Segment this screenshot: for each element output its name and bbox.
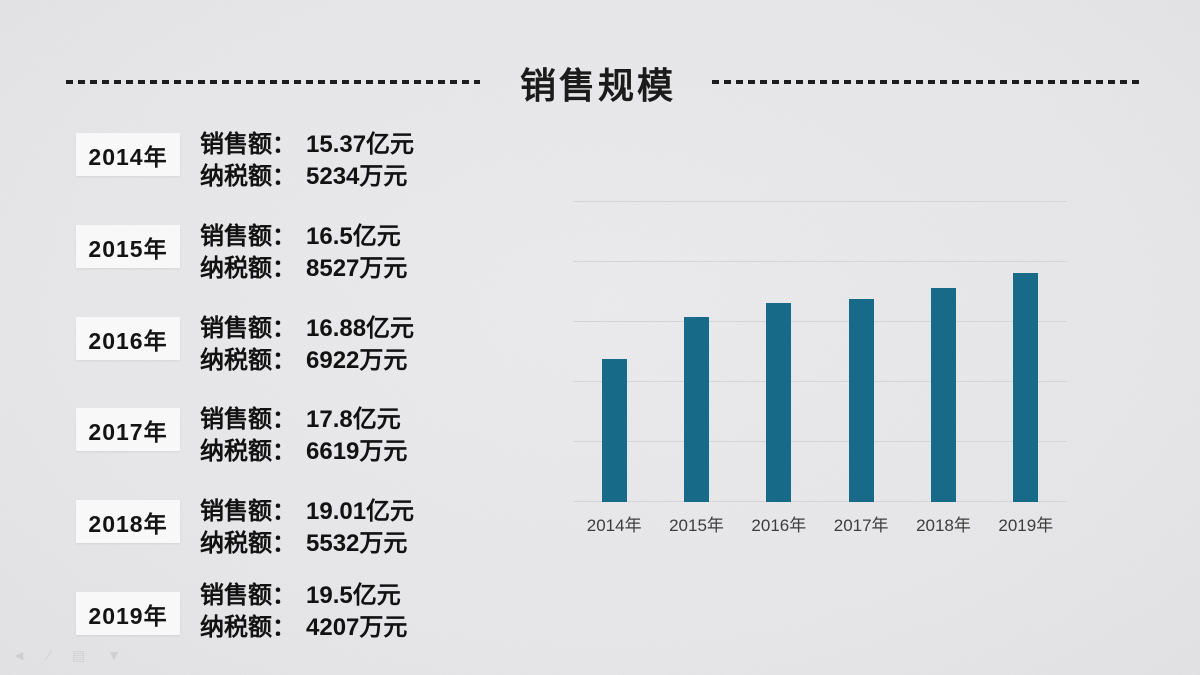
sales-value: 15.37亿元 [306,131,415,158]
tax-line: 纳税额： 8527万元 [200,253,407,285]
year-badge: 2017年 [76,408,180,451]
tax-value: 8527万元 [306,254,408,282]
tax-label: 纳税额： [200,254,296,282]
year-row-lines: 销售额： 16.88亿元 纳税额： 6922万元 [200,313,414,376]
year-row-2014: 2014年 销售额： 15.37亿元 纳税额： 5234万元 [0,131,520,203]
sales-bar-chart: 2014年 2015年 2016年 2017年 2018年 2019年 [573,201,1067,536]
sales-line: 销售额： 15.37亿元 [200,129,414,161]
year-row-2016: 2016年 销售额： 16.88亿元 纳税额： 6922万元 [0,315,520,387]
year-row-lines: 销售额： 16.5亿元 纳税额： 8527万元 [200,221,407,284]
tax-label: 纳税额： [200,437,296,465]
year-badge: 2014年 [76,133,180,176]
year-row-lines: 销售额： 19.01亿元 纳税额： 5532万元 [200,496,414,559]
x-axis-label: 2015年 [669,516,724,535]
gridline [573,381,1067,382]
gridline [573,201,1067,202]
sales-label: 销售额： [200,223,296,250]
year-row-lines: 销售额： 15.37亿元 纳税额： 5234万元 [200,129,414,192]
sales-value: 16.88亿元 [306,315,415,342]
gridline [573,501,1067,502]
sales-label: 销售额： [200,582,296,609]
sales-value: 19.01亿元 [306,498,415,525]
chart-bar [848,298,874,502]
year-row-2017: 2017年 销售额： 17.8亿元 纳税额： 6619万元 [0,406,520,478]
tax-line: 纳税额： 6619万元 [200,436,407,468]
sales-label: 销售额： [200,406,296,433]
sales-line: 销售额： 16.5亿元 [200,221,407,253]
sales-value: 19.5亿元 [306,582,401,609]
tax-label: 纳税额： [200,613,296,641]
tax-label: 纳税额： [200,346,296,374]
year-row-lines: 销售额： 17.8亿元 纳税额： 6619万元 [200,404,407,467]
year-badge: 2016年 [76,317,180,360]
sales-line: 销售额： 17.8亿元 [200,404,407,436]
year-badge: 2019年 [76,592,180,635]
title-dash-right [712,80,1140,84]
year-row-2015: 2015年 销售额： 16.5亿元 纳税额： 8527万元 [0,223,520,295]
gridline [573,321,1067,322]
chart-bar [683,316,709,502]
chart-bar [766,303,792,502]
x-axis-label: 2019年 [998,516,1054,535]
tax-value: 6619万元 [306,437,408,465]
corner-watermark: ◄ ∕ ▤ ▼ [12,647,130,663]
chart-bars [573,201,1067,502]
tax-value: 6922万元 [306,346,408,374]
x-axis-label: 2016年 [751,516,807,535]
x-axis-labels: 2014年 2015年 2016年 2017年 2018年 2019年 [573,511,1067,536]
tax-line: 纳税额： 5234万元 [200,161,414,193]
tax-line: 纳税额： 4207万元 [200,612,407,644]
year-badge: 2015年 [76,225,180,268]
tax-value: 4207万元 [306,613,408,641]
sales-line: 销售额： 19.5亿元 [200,580,407,612]
sales-label: 销售额： [200,315,296,342]
tax-label: 纳税额： [200,529,296,557]
sales-label: 销售额： [200,498,296,525]
sales-value: 16.5亿元 [306,223,401,250]
slide-title: 销售规模 [519,65,676,106]
x-axis-label: 2014年 [586,516,642,535]
gridline [573,261,1067,262]
sales-value: 17.8亿元 [306,406,401,433]
year-row-lines: 销售额： 19.5亿元 纳税额： 4207万元 [200,580,407,643]
sales-line: 销售额： 19.01亿元 [200,496,414,528]
tax-line: 纳税额： 6922万元 [200,345,414,377]
x-axis-label: 2017年 [833,516,889,535]
tax-value: 5532万元 [306,529,408,557]
x-axis-label: 2018年 [916,516,971,535]
year-badge: 2018年 [76,500,180,543]
chart-plot-area [573,201,1067,502]
sales-line: 销售额： 16.88亿元 [200,313,414,345]
tax-line: 纳税额： 5532万元 [200,528,414,560]
gridline [573,441,1067,442]
chart-bar [1013,273,1039,502]
tax-value: 5234万元 [306,162,408,190]
title-dash-left [66,80,480,84]
chart-bar [601,358,627,502]
tax-label: 纳税额： [200,162,296,190]
year-row-2019: 2019年 销售额： 19.5亿元 纳税额： 4207万元 [0,582,520,662]
sales-label: 销售额： [200,131,296,158]
chart-bar [930,287,956,502]
year-row-2018: 2018年 销售额： 19.01亿元 纳税额： 5532万元 [0,498,520,570]
